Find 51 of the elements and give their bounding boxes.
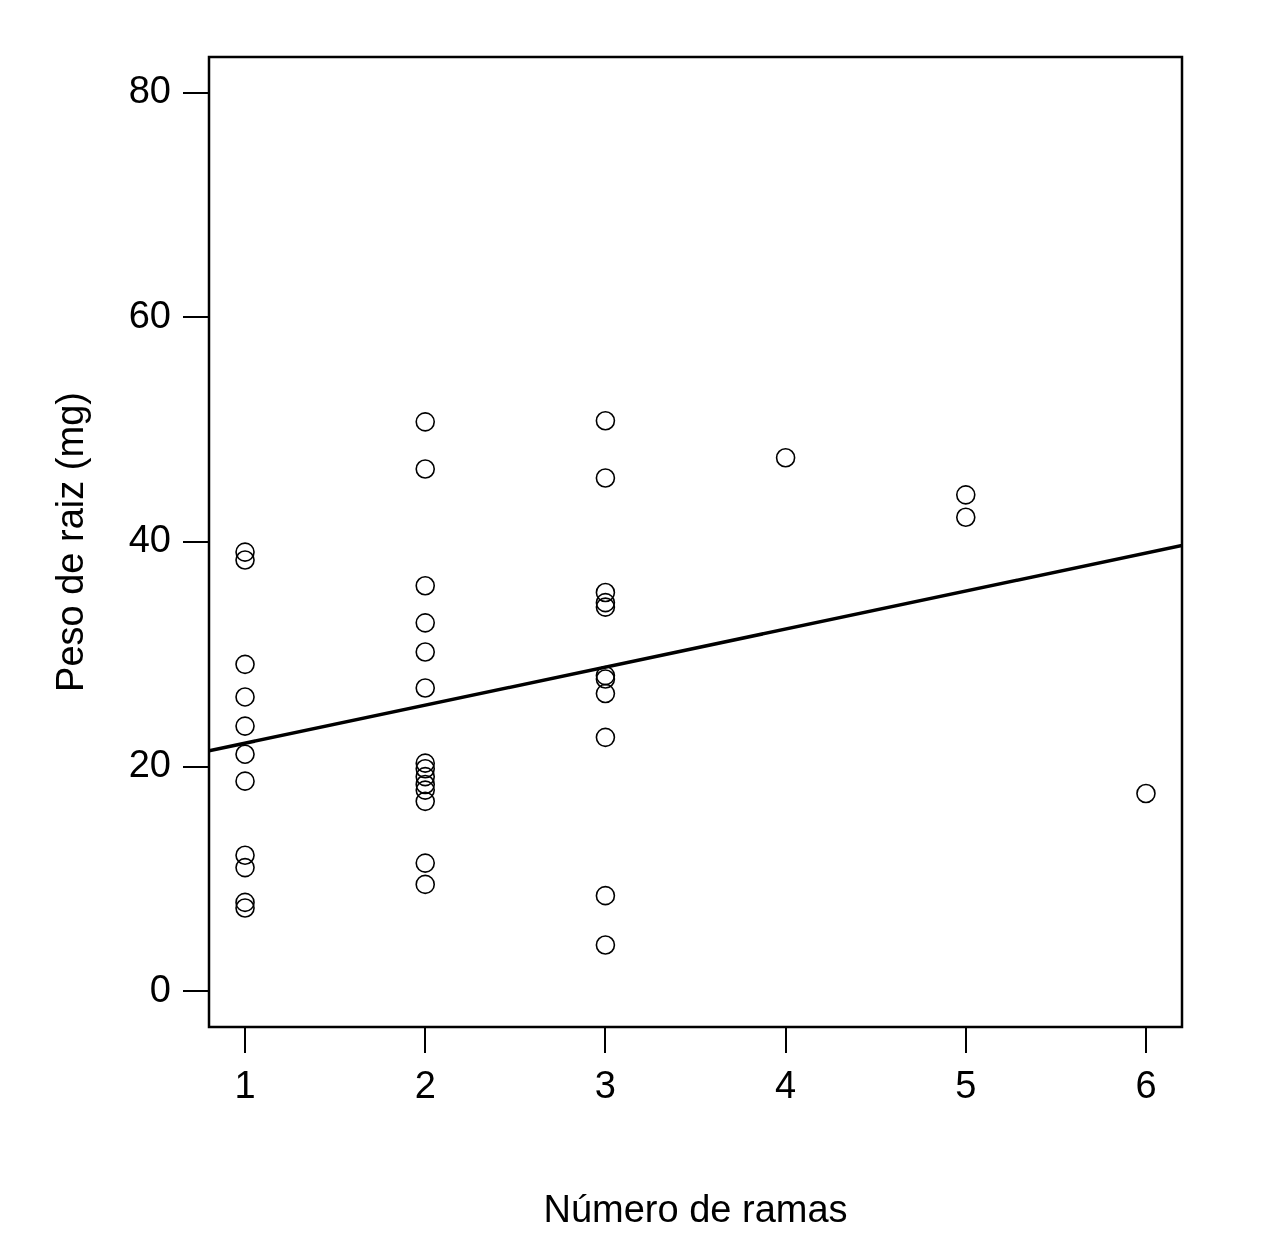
x-tick-label: 3 [594,1064,616,1107]
point [235,892,255,913]
point [235,550,255,570]
point [415,642,436,662]
point [235,857,255,878]
point [415,753,436,773]
y-tick-label: 40 [128,518,171,561]
point [235,687,255,707]
x-axis-title: Número de ramas [543,1187,848,1230]
x-tick-label: 2 [414,1064,436,1107]
point [415,874,436,895]
point [595,410,616,431]
point [595,592,616,613]
x-tick-label: 6 [1135,1064,1157,1107]
point [415,791,436,812]
point [415,766,436,787]
point [235,542,255,562]
point [415,678,436,698]
y-tick-label: 0 [149,967,171,1010]
point [955,485,976,505]
x-tick-label: 5 [955,1064,977,1107]
point [235,716,255,736]
point [235,744,255,764]
y-tick-label: 80 [128,69,171,112]
point [415,780,436,800]
point [595,727,616,748]
point [235,654,255,675]
point [595,468,616,488]
point [595,582,616,603]
point [235,898,255,918]
point [235,845,255,866]
point [415,412,436,432]
point [415,613,436,633]
point [415,459,436,479]
point [1136,783,1156,804]
point [595,683,616,704]
point [595,935,616,955]
y-axis-title: Peso de raiz (mg) [49,392,92,692]
point [415,774,436,795]
point [415,853,436,873]
point [415,575,436,596]
point [415,758,436,779]
point [775,448,796,468]
point [595,597,616,617]
x-tick-label: 1 [234,1064,256,1107]
y-tick-label: 60 [128,293,171,336]
point [235,771,255,791]
y-tick-label: 20 [128,743,171,786]
point [595,885,616,906]
point [955,507,976,528]
x-tick-label: 4 [775,1064,797,1107]
